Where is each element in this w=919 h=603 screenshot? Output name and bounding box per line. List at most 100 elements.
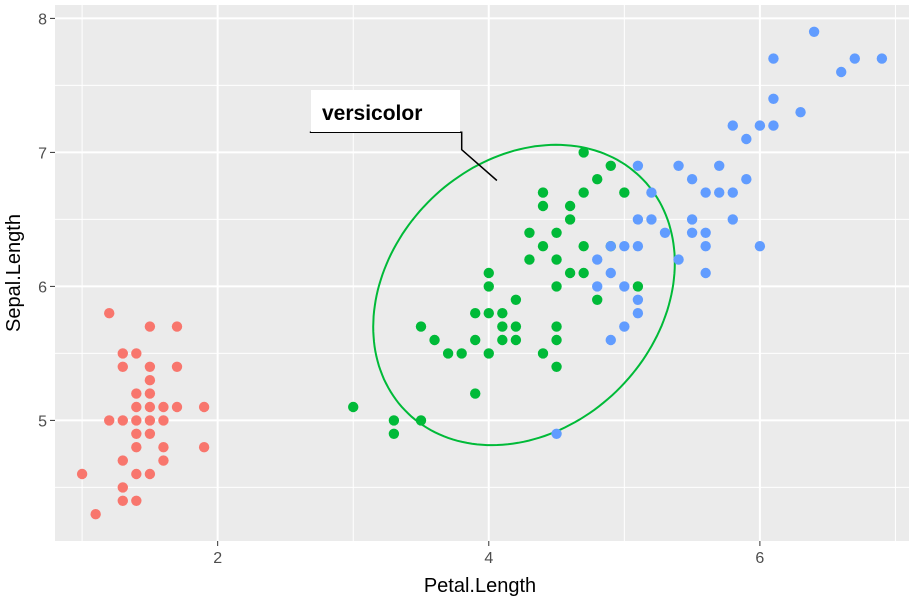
data-point [429, 334, 440, 346]
data-point [592, 294, 603, 305]
data-point [442, 348, 454, 359]
data-point [673, 160, 684, 171]
data-point [131, 428, 142, 439]
x-tick-label: 6 [755, 550, 764, 567]
data-point [673, 254, 684, 265]
data-point [117, 415, 128, 426]
data-point [483, 348, 494, 359]
data-point [483, 267, 494, 279]
data-point [564, 267, 576, 279]
data-point [144, 428, 156, 439]
data-point [849, 53, 860, 64]
data-point [741, 174, 752, 185]
data-point [117, 482, 128, 493]
data-point [537, 200, 549, 212]
annotation-label: versicolor [322, 102, 422, 125]
data-point [808, 26, 820, 37]
data-point [700, 187, 711, 198]
data-point [686, 174, 698, 185]
data-point [131, 495, 142, 506]
data-point [144, 321, 156, 332]
data-point [510, 321, 522, 332]
data-point [144, 361, 156, 372]
data-point [578, 147, 589, 158]
data-point [551, 334, 562, 346]
data-point [795, 107, 806, 118]
y-axis-tick-labels: 5 6 7 8 [38, 11, 47, 430]
y-tick-label: 5 [38, 413, 47, 430]
data-point [104, 308, 115, 319]
data-point [158, 442, 169, 453]
data-point [659, 227, 671, 238]
data-point [90, 509, 101, 520]
panel-background [55, 5, 909, 541]
data-point [632, 294, 644, 305]
data-point [700, 267, 711, 279]
data-point [104, 415, 115, 426]
minor-gridlines [55, 5, 909, 541]
data-point [551, 254, 562, 265]
data-point [510, 334, 522, 346]
data-point [700, 241, 711, 252]
data-point [524, 254, 535, 265]
x-tick-label: 2 [213, 550, 222, 567]
data-point [131, 401, 142, 413]
data-point [158, 455, 169, 466]
data-point [605, 334, 616, 346]
data-point [632, 214, 644, 225]
data-point [768, 93, 779, 105]
data-point [551, 321, 562, 332]
x-tick-label: 4 [484, 550, 493, 567]
data-point [144, 375, 156, 386]
data-point [144, 388, 156, 399]
data-point [470, 388, 481, 399]
data-points [76, 26, 888, 520]
y-tick-label: 6 [38, 279, 47, 296]
data-point [470, 334, 481, 346]
data-point [619, 321, 630, 332]
data-point [524, 227, 535, 238]
data-point [686, 227, 698, 238]
data-point [198, 442, 210, 453]
data-point [646, 187, 657, 198]
data-point [171, 401, 183, 413]
data-point [510, 294, 522, 305]
data-point [551, 428, 562, 439]
data-point [415, 321, 427, 332]
data-point [632, 241, 644, 252]
data-point [158, 401, 169, 413]
data-point [388, 428, 400, 439]
series-2-points [348, 147, 644, 439]
data-point [605, 267, 616, 279]
data-point [564, 214, 576, 225]
data-point [578, 267, 589, 279]
annotation-layer [309, 131, 676, 447]
data-point [727, 120, 738, 131]
data-point [754, 241, 766, 252]
data-point [171, 361, 183, 372]
data-point [198, 401, 210, 413]
series-3-points [551, 26, 888, 439]
data-point [537, 241, 549, 252]
data-point [741, 133, 752, 145]
data-point [131, 415, 142, 426]
data-point [158, 415, 169, 426]
data-point [117, 361, 128, 372]
data-point [171, 321, 183, 332]
x-axis-title: Petal.Length [424, 575, 536, 597]
data-point [551, 361, 562, 372]
data-point [497, 321, 508, 332]
data-point [564, 200, 576, 212]
data-point [537, 187, 549, 198]
data-point [686, 214, 698, 225]
data-point [470, 308, 481, 319]
data-point [592, 281, 603, 292]
series-1-points [76, 308, 210, 520]
data-point [836, 66, 847, 78]
data-point [646, 214, 657, 225]
data-point [456, 348, 467, 359]
data-point [131, 468, 142, 480]
data-point [144, 468, 156, 480]
data-point [388, 415, 400, 426]
